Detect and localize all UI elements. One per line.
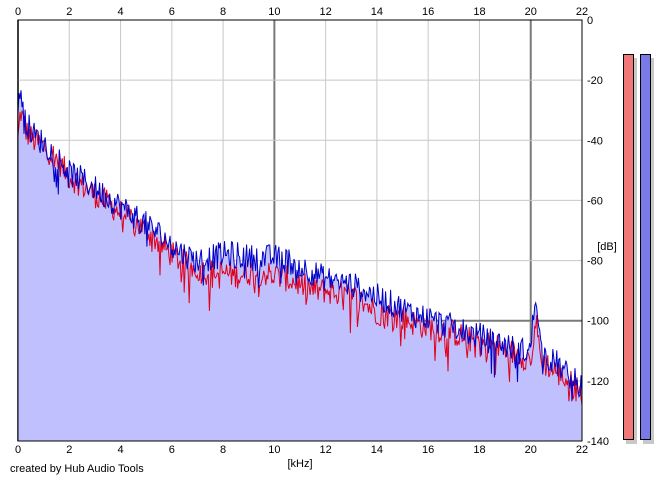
x-tick-label-top: 0: [15, 6, 21, 18]
spectrum-fill: [18, 90, 582, 442]
x-tick-label-top: 22: [576, 6, 588, 18]
plot-frame: [17, 19, 583, 442]
x-tick-label-top: 20: [525, 6, 537, 18]
y-tick-labels: 0 -20 -40 -60 -80 -100 -120 -140: [587, 15, 609, 448]
y-axis-label: [dB]: [597, 241, 617, 253]
right-level-meter: [640, 54, 651, 440]
x-tick-label-bottom: 6: [169, 444, 175, 456]
x-tick-label-top: 6: [169, 6, 175, 18]
x-tick-label-top: 12: [320, 6, 332, 18]
spectrum-lines: [17, 90, 583, 406]
x-tick-label-top: 16: [422, 6, 434, 18]
spectrum-area: [18, 90, 582, 442]
x-tick-label-top: 10: [268, 6, 280, 18]
x-tick-labels-top: 0 2 4 6 8 10 12 14 16 18 20 22: [15, 6, 588, 18]
x-tick-label-bottom: 4: [117, 444, 123, 456]
y-tick-label: 0: [587, 15, 593, 27]
left-level-meter: [623, 54, 634, 440]
y-tick-label: -120: [587, 376, 609, 388]
series-line-blue: [17, 90, 583, 402]
y-tick-label: -40: [587, 135, 603, 147]
x-tick-label-bottom: 2: [66, 444, 72, 456]
x-axis-label: [kHz]: [287, 458, 312, 470]
x-tick-label-bottom: 12: [320, 444, 332, 456]
y-tick-label: -20: [587, 75, 603, 87]
credit-text: created by Hub Audio Tools: [10, 463, 144, 475]
y-tick-label: -140: [587, 436, 609, 448]
x-tick-label-top: 18: [473, 6, 485, 18]
x-tick-label-top: 2: [66, 6, 72, 18]
x-tick-label-top: 8: [220, 6, 226, 18]
x-tick-label-bottom: 22: [576, 444, 588, 456]
y-tick-label: -60: [587, 195, 603, 207]
x-tick-label-bottom: 18: [473, 444, 485, 456]
x-tick-label-bottom: 16: [422, 444, 434, 456]
x-tick-label-bottom: 0: [15, 444, 21, 456]
x-tick-label-bottom: 10: [268, 444, 280, 456]
x-tick-label-bottom: 20: [525, 444, 537, 456]
x-tick-labels-bottom: 0 2 4 6 8 10 12 14 16 18 20 22: [15, 444, 588, 456]
x-tick-label-top: 4: [117, 6, 123, 18]
y-tick-label: -100: [587, 316, 609, 328]
x-tick-label-bottom: 14: [371, 444, 383, 456]
x-tick-label-bottom: 8: [220, 444, 226, 456]
y-tick-label: -80: [587, 256, 603, 268]
x-tick-label-top: 14: [371, 6, 383, 18]
